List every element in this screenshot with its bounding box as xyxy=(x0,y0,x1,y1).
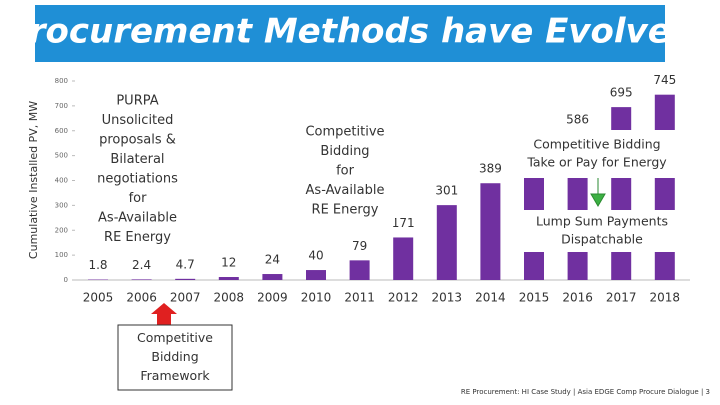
value-label: 12 xyxy=(221,256,236,270)
x-tick-label: 2018 xyxy=(650,291,681,305)
x-tick-label: 2008 xyxy=(214,291,245,305)
annotation-box xyxy=(117,324,233,391)
y-tick-label: 0 xyxy=(64,276,68,284)
value-label: 40 xyxy=(308,249,323,263)
y-tick-label: 100 xyxy=(55,251,68,259)
value-label: 1.8 xyxy=(88,258,107,272)
annotation-text: Take or Pay for Energy xyxy=(526,155,667,170)
annotation-text: Competitive xyxy=(137,330,213,345)
annotation-text: As-Available xyxy=(306,183,385,198)
x-tick-label: 2010 xyxy=(301,291,332,305)
bar xyxy=(393,237,414,280)
annotation-text: Bidding xyxy=(320,144,369,159)
chart-title: Procurement Methods have Evolved xyxy=(5,12,696,52)
value-label: 745 xyxy=(653,73,676,87)
bar xyxy=(654,94,675,281)
annotation-text: Bilateral xyxy=(110,152,164,167)
annotation-box xyxy=(85,90,190,248)
annotation-text: for xyxy=(129,191,148,206)
bar xyxy=(306,270,326,280)
value-label: 4.7 xyxy=(176,257,195,271)
annotation-text: RE Energy xyxy=(104,230,171,245)
value-label: 171 xyxy=(392,216,415,230)
value-label: 2.4 xyxy=(132,258,151,272)
y-tick-label: 400 xyxy=(55,177,68,185)
bar xyxy=(349,260,370,280)
x-tick-label: 2005 xyxy=(83,291,114,305)
value-label: 695 xyxy=(610,86,633,100)
bar xyxy=(480,183,501,280)
x-tick-label: 2007 xyxy=(170,291,201,305)
x-tick-label: 2017 xyxy=(606,291,637,305)
bar xyxy=(436,205,457,280)
annotation-text: Competitive Bidding xyxy=(533,137,660,152)
bar xyxy=(131,279,152,280)
annotation-text: proposals & xyxy=(99,132,176,147)
y-tick-label: 300 xyxy=(55,201,68,209)
y-axis-label: Cumulative Installed PV, MW xyxy=(27,101,40,259)
annotation-text: PURPA xyxy=(116,93,158,108)
title-banner xyxy=(35,5,665,62)
annotation-text: Dispatchable xyxy=(561,232,643,247)
footer: RE Procurement: HI Case Study | Asia EDG… xyxy=(461,388,710,396)
annotation-text: negotiations xyxy=(97,171,178,186)
red-arrow xyxy=(151,303,177,326)
annotation-text: RE Energy xyxy=(312,203,379,218)
bar xyxy=(218,277,239,280)
x-tick-label: 2015 xyxy=(519,291,550,305)
y-tick-label: 800 xyxy=(55,77,68,85)
x-tick-label: 2009 xyxy=(257,291,288,305)
value-label: 389 xyxy=(479,162,502,176)
x-tick-label: 2011 xyxy=(344,291,375,305)
annotation-text: Framework xyxy=(140,368,210,383)
annotation-box xyxy=(522,210,682,252)
y-tick-label: 200 xyxy=(55,226,68,234)
value-label: 24 xyxy=(265,253,280,267)
x-tick-label: 2014 xyxy=(475,291,506,305)
value-label: 79 xyxy=(352,239,367,253)
bar xyxy=(262,274,283,280)
value-label: 301 xyxy=(435,184,458,198)
y-tick-label: 700 xyxy=(55,102,68,110)
annotation-text: Lump Sum Payments xyxy=(536,214,668,229)
x-tick-label: 2012 xyxy=(388,291,419,305)
y-tick-label: 600 xyxy=(55,127,68,135)
green-arrow xyxy=(590,178,606,207)
value-label: 586 xyxy=(566,113,589,127)
annotation-text: Competitive xyxy=(305,125,384,140)
annotation-text: Unsolicited xyxy=(102,113,174,128)
annotation-text: for xyxy=(336,164,355,179)
annotation-box xyxy=(295,120,395,222)
x-tick-label: 2016 xyxy=(562,291,593,305)
annotation-text: As-Available xyxy=(98,210,177,225)
y-tick-label: 500 xyxy=(55,152,68,160)
x-tick-label: 2013 xyxy=(432,291,463,305)
x-tick-label: 2006 xyxy=(126,291,157,305)
annotation-text: Bidding xyxy=(151,349,198,364)
annotation-box xyxy=(514,130,680,178)
bar xyxy=(175,278,196,280)
